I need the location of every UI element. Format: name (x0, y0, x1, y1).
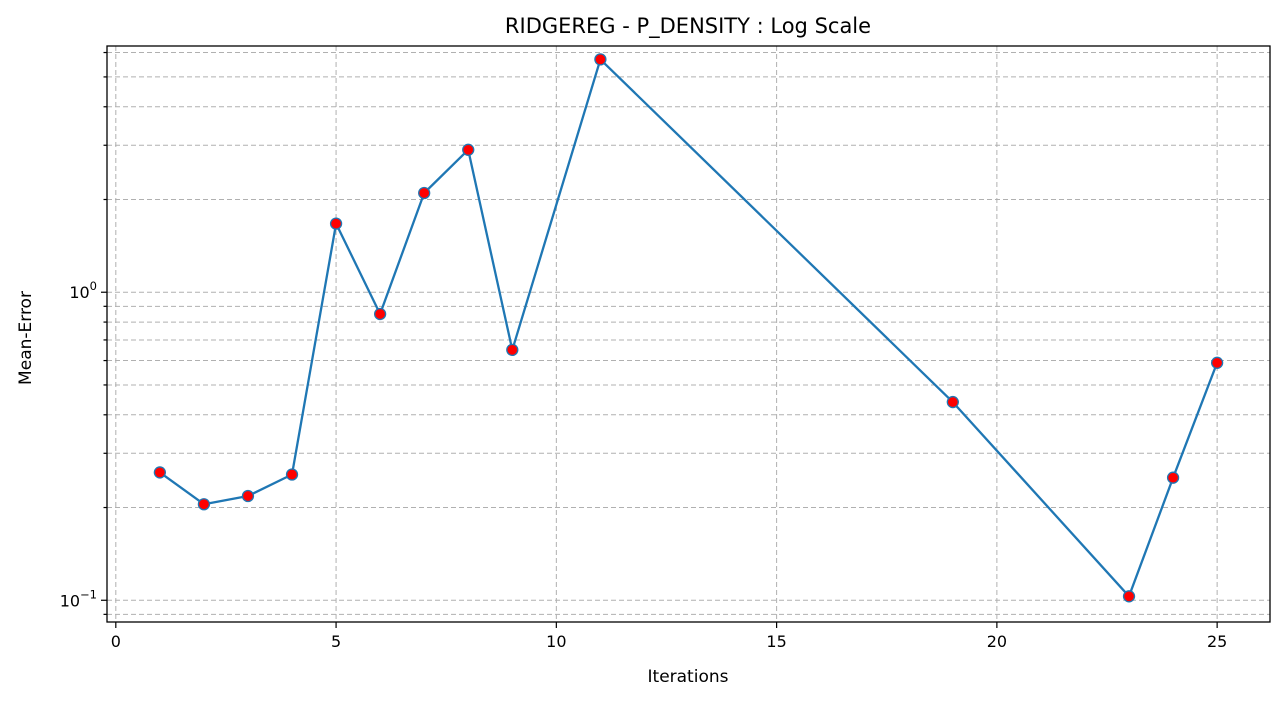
data-point (1166, 471, 1180, 484)
y-tick-label: 100 (69, 279, 97, 302)
x-tick-label: 10 (546, 632, 566, 651)
axes: 0 5 10 15 20 25 10−1 100 (60, 45, 1271, 651)
data-point (594, 53, 607, 66)
data-point (241, 489, 255, 503)
x-tick-label: 15 (766, 632, 786, 651)
data-point (1210, 356, 1224, 369)
data-point (285, 468, 299, 481)
y-tick-label: 10−1 (60, 587, 97, 610)
plot-frame (106, 45, 1271, 623)
data-point (462, 143, 475, 156)
data-point (418, 186, 431, 200)
grid (107, 46, 1270, 622)
series-line (159, 58, 1219, 598)
x-tick-label: 0 (111, 632, 121, 651)
x-tick-label: 25 (1207, 632, 1227, 651)
x-tick-label: 5 (331, 632, 341, 651)
data-point (946, 395, 959, 409)
data-point (153, 466, 167, 479)
data-point (373, 307, 387, 321)
chart-title: RIDGEREG - P_DENSITY : Log Scale (505, 14, 871, 39)
x-axis-label: Iterations (648, 667, 729, 687)
data-point (329, 217, 343, 230)
y-axis-label: Mean-Error (16, 291, 36, 385)
x-tick-label: 20 (987, 632, 1007, 651)
data-point (197, 498, 211, 511)
series-group (153, 53, 1224, 603)
data-point (1122, 590, 1136, 603)
data-point (506, 343, 519, 357)
